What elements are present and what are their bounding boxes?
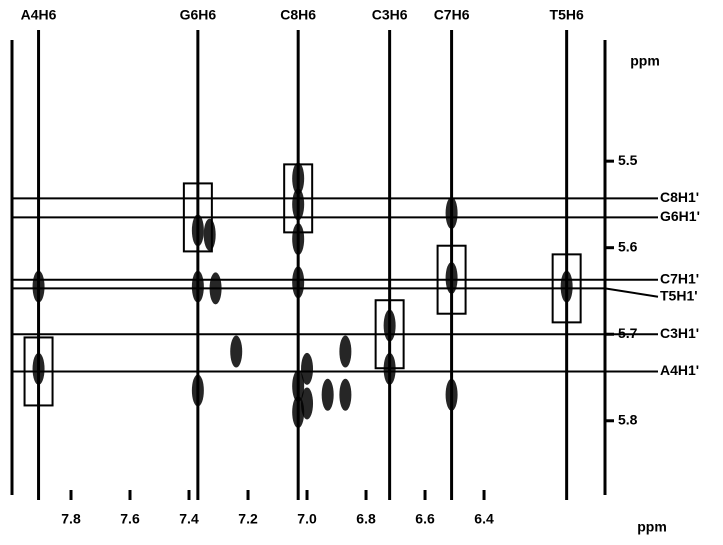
- column-label: T5H6: [550, 7, 584, 23]
- y-tick-label: 5.8: [618, 411, 638, 427]
- column-label: C7H6: [434, 7, 470, 23]
- y-tick-label: 5.5: [618, 152, 638, 168]
- row-label: C8H1': [660, 189, 699, 205]
- row-label: G6H1': [660, 208, 700, 224]
- y-tick-label: 5.6: [618, 238, 638, 254]
- x-tick-label: 7.6: [120, 511, 140, 527]
- cross-peak: [322, 379, 334, 411]
- column-label: A4H6: [21, 7, 57, 23]
- row-label: C7H1': [660, 270, 699, 286]
- column-label: G6H6: [180, 7, 217, 23]
- x-tick-label: 7.2: [238, 511, 258, 527]
- x-tick-label: 6.8: [356, 511, 376, 527]
- nmr-spectrum: ppm ppm 7.8 7.6 7.4 7.2 7.0 6.8 6.6 6.4 5.5 5.6 5.…: [0, 0, 723, 540]
- y-axis-label: ppm: [630, 53, 660, 69]
- cross-peak: [301, 387, 313, 419]
- column-label: C8H6: [280, 7, 316, 23]
- row-label: T5H1': [660, 287, 698, 303]
- x-tick-label: 7.8: [61, 511, 81, 527]
- cross-peak: [204, 219, 216, 251]
- background: [0, 0, 723, 540]
- row-label: C3H1': [660, 325, 699, 341]
- row-label: A4H1': [660, 362, 699, 378]
- cross-peak: [230, 336, 242, 368]
- x-axis-label: ppm: [637, 519, 667, 535]
- x-tick-label: 6.6: [415, 511, 435, 527]
- cross-peak: [339, 379, 351, 411]
- y-tick-label: 5.7: [618, 325, 638, 341]
- cross-peak: [301, 353, 313, 385]
- column-label: C3H6: [372, 7, 408, 23]
- x-tick-label: 7.4: [179, 511, 199, 527]
- x-tick-label: 7.0: [297, 511, 317, 527]
- x-tick-label: 6.4: [474, 511, 494, 527]
- cross-peak: [339, 336, 351, 368]
